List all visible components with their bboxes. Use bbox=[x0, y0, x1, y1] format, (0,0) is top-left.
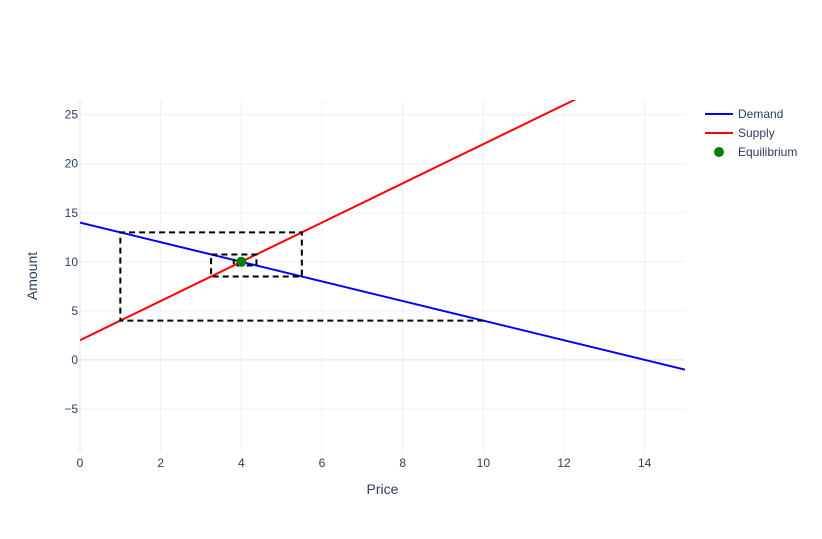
x-axis-ticks: 0 2 4 6 8 10 12 14 bbox=[77, 456, 652, 470]
x-tick-label: 14 bbox=[638, 456, 652, 470]
series-line-supply[interactable] bbox=[80, 46, 685, 342]
x-tick-label: 10 bbox=[477, 456, 491, 470]
x-tick-label: 2 bbox=[157, 456, 164, 470]
legend[interactable]: Demand Supply Equilibrium bbox=[705, 107, 797, 159]
legend-swatch-marker bbox=[714, 147, 724, 157]
legend-label: Demand bbox=[738, 107, 783, 121]
legend-item-equilibrium[interactable]: Equilibrium bbox=[714, 145, 797, 159]
grid bbox=[80, 100, 685, 453]
x-tick-label: 12 bbox=[557, 456, 571, 470]
legend-item-demand[interactable]: Demand bbox=[705, 107, 783, 121]
legend-item-supply[interactable]: Supply bbox=[705, 126, 775, 140]
y-axis-title: Amount bbox=[24, 252, 40, 300]
cobweb-path bbox=[119, 231, 484, 322]
zero-lines bbox=[79, 100, 685, 453]
legend-label: Supply bbox=[738, 126, 775, 140]
equilibrium-point[interactable] bbox=[236, 256, 247, 267]
y-tick-label: 15 bbox=[65, 206, 79, 220]
x-tick-label: 8 bbox=[399, 456, 406, 470]
y-tick-label: 0 bbox=[71, 353, 78, 367]
x-tick-label: 6 bbox=[319, 456, 326, 470]
legend-label: Equilibrium bbox=[738, 145, 797, 159]
x-tick-label: 4 bbox=[238, 456, 245, 470]
y-tick-label: 5 bbox=[71, 304, 78, 318]
y-tick-label: 20 bbox=[65, 157, 79, 171]
series-layer bbox=[80, 46, 685, 371]
y-tick-label: −5 bbox=[64, 402, 78, 416]
x-axis-title: Price bbox=[367, 481, 399, 497]
x-tick-label: 0 bbox=[77, 456, 84, 470]
series-line-demand[interactable] bbox=[80, 221, 685, 371]
marker-layer bbox=[236, 256, 247, 267]
cobweb-annotations bbox=[119, 231, 484, 322]
y-axis-ticks: −5 0 5 10 15 20 25 bbox=[64, 108, 78, 416]
y-tick-label: 25 bbox=[65, 108, 79, 122]
y-tick-label: 10 bbox=[65, 255, 79, 269]
